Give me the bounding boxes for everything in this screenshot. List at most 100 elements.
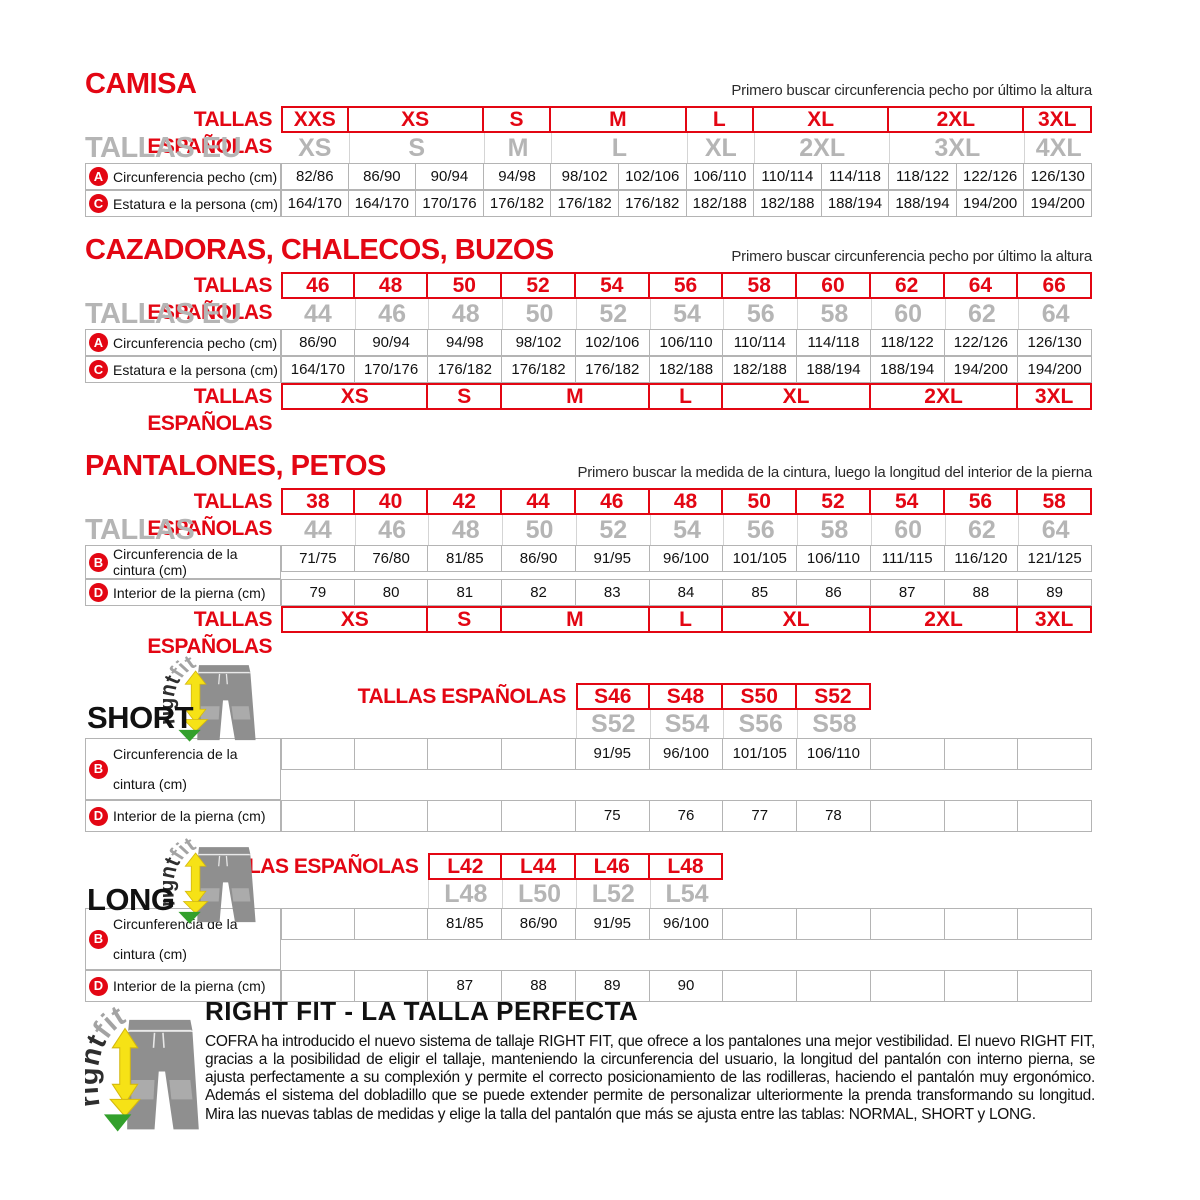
es-size-cell: 46 — [573, 488, 650, 515]
value-cell: 76/80 — [353, 545, 429, 572]
eu-size-cell: 56 — [723, 515, 797, 545]
value-cell — [943, 738, 1019, 770]
value-cell: 188/194 — [869, 356, 945, 383]
value-cell — [1017, 908, 1092, 940]
cazadoras-es-row: TALLAS ESPAÑOLAS 46 48 50 52 54 56 58 60 62 64 66 — [85, 272, 1092, 324]
eu-sizes-label: TALLAS EU — [85, 132, 242, 164]
eu-size-cell: 64 — [1018, 299, 1092, 329]
value-cell — [281, 800, 355, 832]
eu-size-cell: 62 — [944, 299, 1019, 329]
value-cell: 88 — [943, 579, 1019, 606]
pants-graphic — [127, 1019, 199, 1130]
row-label: B Circunferencia de la cintura (cm) — [85, 545, 281, 579]
value-cell: 90/94 — [353, 329, 429, 356]
short-eu-row: S52 S54 S56 S58 — [85, 710, 1092, 738]
es-size-cell: XL — [721, 606, 871, 633]
es-size-cell: S — [481, 106, 552, 133]
es-size-cell: 52 — [795, 488, 871, 515]
es-size-cell: 52 — [500, 272, 576, 299]
letter-b-icon: B — [89, 552, 108, 572]
rightfit-logo-svg: rightfit — [73, 999, 199, 1132]
letter-d-icon: D — [89, 583, 108, 602]
pantalones-waist-row: B Circunferencia de la cintura (cm) 71/7… — [85, 545, 1092, 579]
es-size-cell: L — [647, 383, 724, 410]
camisa-note: Primero buscar circunferencia pecho por … — [731, 82, 1092, 99]
value-cell: 194/200 — [955, 190, 1025, 217]
eu-size-cell: S58 — [797, 710, 871, 738]
es-size-cell: XXS — [281, 106, 349, 133]
long-leg-row: D Interior de la pierna (cm) 87 88 89 90 — [85, 970, 1092, 1002]
value-cell: 78 — [796, 800, 871, 832]
rightfit-paragraph: COFRA ha introducido el nuevo sistema de… — [205, 1033, 1095, 1123]
eu-size-cell: 44 — [303, 516, 332, 544]
value-cell: 118/122 — [869, 329, 945, 356]
row-label-text: Circunferencia de la cintura (cm) — [113, 546, 238, 578]
row-label: A Circunferencia pecho (cm) — [85, 329, 281, 356]
value-cell: 90/94 — [415, 163, 484, 190]
value-cell: 176/182 — [550, 190, 619, 217]
value-cell: 170/176 — [353, 356, 429, 383]
es-sizes-label: TALLAS ESPAÑOLAS — [147, 608, 272, 658]
value-cell: 188/194 — [888, 190, 957, 217]
value-cell: 91/95 — [574, 545, 650, 572]
cazadoras-chest-row: A Circunferencia pecho (cm) 86/90 90/94 94… — [85, 329, 1092, 356]
es-size-cell: 3XL — [1016, 606, 1092, 633]
value-cell: 176/182 — [427, 356, 503, 383]
long-es-row: TALLAS ESPAÑOLAS L42 L44 L46 L48 — [85, 853, 1092, 880]
es-size-cell: 44 — [500, 488, 576, 515]
es-size-cell: 56 — [942, 488, 1019, 515]
value-cell: 88 — [501, 970, 576, 1002]
value-cell: 176/182 — [482, 190, 552, 217]
es-sizes-label: TALLAS ESPAÑOLAS — [147, 108, 272, 158]
es-size-cell: 66 — [1016, 272, 1092, 299]
value-cell — [869, 738, 945, 770]
es-size-cell: S52 — [795, 683, 871, 710]
eu-size-cell: XS — [298, 134, 332, 162]
es-size-cell: 54 — [868, 488, 945, 515]
value-cell: 116/120 — [943, 545, 1019, 572]
eu-size-cell: 56 — [723, 299, 797, 329]
value-cell: 110/114 — [722, 329, 798, 356]
value-cell — [1017, 738, 1092, 770]
eu-size-cell: 44 — [303, 300, 332, 328]
camisa-title: CAMISA — [85, 68, 197, 100]
letter-b-icon: B — [89, 759, 108, 779]
value-cell: 106/110 — [648, 329, 724, 356]
es-size-cell: 38 — [281, 488, 355, 515]
es-sizes-label: TALLAS ESPAÑOLAS — [147, 490, 272, 540]
row-label: C Estatura e la persona (cm) — [85, 356, 281, 383]
es-size-cell: M — [549, 106, 687, 133]
es-size-cell: XL — [752, 106, 890, 133]
value-cell: 194/200 — [943, 356, 1019, 383]
value-cell: 86/90 — [347, 163, 417, 190]
value-cell: 122/126 — [955, 163, 1025, 190]
es-size-cell: L48 — [647, 853, 724, 880]
value-cell — [1017, 800, 1092, 832]
short-es-row: TALLAS ESPAÑOLAS S46 S48 S50 S52 — [85, 683, 1092, 710]
value-cell: 86/90 — [501, 908, 576, 940]
eu-size-cell: 50 — [502, 515, 576, 545]
cazadoras-eu-row: TALLAS EU 44 46 48 50 52 54 56 58 60 62 64 — [85, 299, 1092, 329]
es-size-cell: XS — [281, 383, 429, 410]
eu-size-cell: S52 — [575, 710, 650, 738]
es-size-cell: 60 — [795, 272, 871, 299]
value-cell: 164/170 — [281, 190, 349, 217]
value-cell: 81/85 — [427, 545, 503, 572]
es-size-cell: L — [684, 106, 755, 133]
cazadoras-note: Primero buscar circunferencia pecho por … — [731, 248, 1092, 265]
letter-d-icon: D — [89, 806, 108, 826]
eu-size-cell: 3XL — [889, 133, 1024, 163]
letter-d-icon: D — [89, 976, 108, 996]
eu-size-cell: 58 — [797, 299, 871, 329]
value-cell: 86 — [796, 579, 871, 606]
letter-c-icon: C — [89, 194, 108, 213]
value-cell: 76 — [648, 800, 724, 832]
value-cell: 91/95 — [574, 738, 650, 770]
eu-size-cell: 60 — [870, 299, 945, 329]
value-cell: 96/100 — [648, 908, 724, 940]
row-label-text: Estatura e la persona (cm) — [113, 361, 278, 378]
es-size-cell: 50 — [721, 488, 798, 515]
es-size-cell: 54 — [573, 272, 650, 299]
value-cell — [427, 800, 503, 832]
